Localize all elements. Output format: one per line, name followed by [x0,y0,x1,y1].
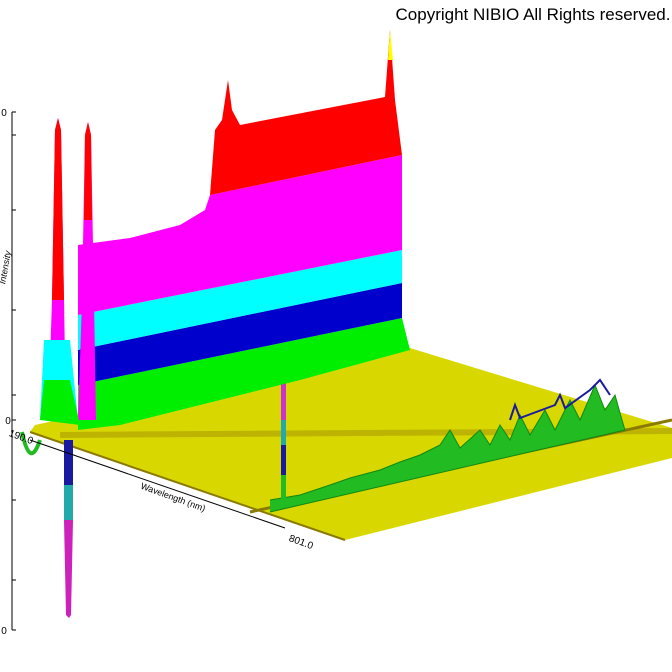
peak [281,420,286,445]
band-cyan [78,250,402,350]
y-tick-label: 0 [1,626,7,637]
noise [509,378,611,421]
dip [20,431,42,455]
peak [52,118,64,300]
copyright: Copyright NIBIO All Rights reserved. [396,5,671,24]
x-axis [29,439,286,529]
band-green [78,318,410,430]
band-blue [78,283,402,385]
y-tick-label: 0 [1,108,7,119]
neg-peak [64,440,73,485]
y-axis [11,111,16,631]
peak [84,122,92,220]
peak [281,445,286,475]
y-tick-label: 0 [5,416,11,427]
peak [281,380,286,420]
peak [281,475,286,505]
neg-peak [64,520,73,618]
peak-tip [388,30,393,60]
neg-peak [64,485,73,520]
band-magenta [78,155,402,315]
floor-edge [29,431,346,541]
noise [269,383,626,513]
band-red [210,30,402,195]
peak-base [40,380,80,425]
